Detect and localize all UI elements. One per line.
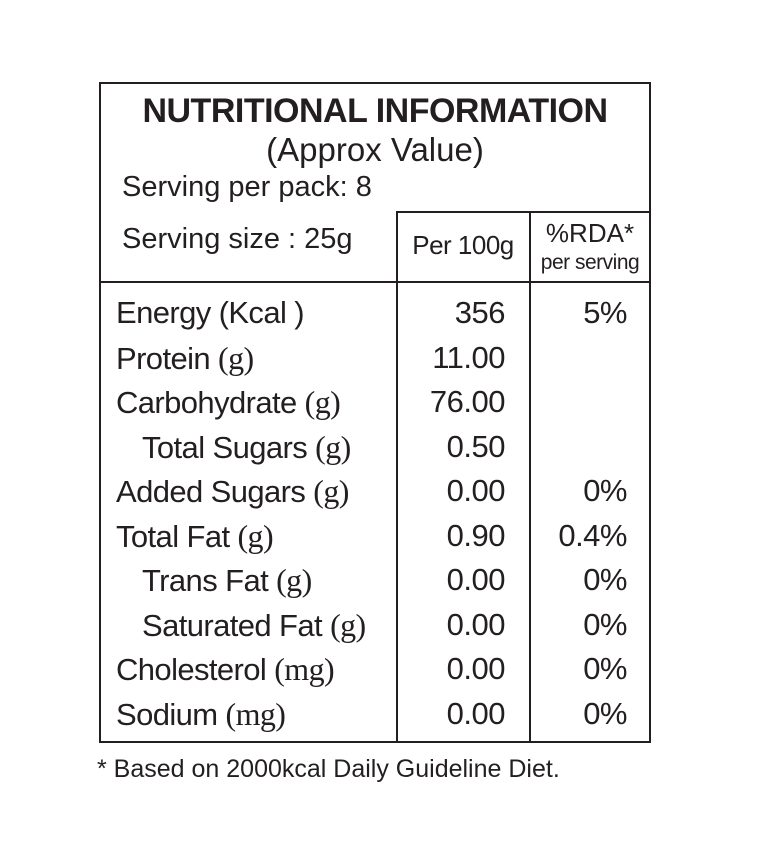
rda-value: 5% <box>583 295 627 330</box>
nutrient-unit: (mg) <box>225 695 286 732</box>
nutrient-label: Trans Fat (g) <box>142 564 312 596</box>
nutrient-label: Added Sugars (g) <box>116 475 349 507</box>
border-left <box>99 82 101 743</box>
rda-value: 0% <box>583 473 627 508</box>
nutrient-unit: (g) <box>315 428 351 465</box>
subtitle: (Approx Value) <box>266 131 484 168</box>
serving-per-pack: Serving per pack: 8 <box>122 171 372 203</box>
nutrient-unit: (g) <box>330 606 366 643</box>
nutrient-label: Saturated Fat (g) <box>142 609 366 641</box>
column-header: Per 100g <box>412 230 514 260</box>
column-divider <box>396 211 398 742</box>
per-100g-value: 356 <box>454 295 506 330</box>
rda-value: 0.4% <box>558 517 627 553</box>
nutrient-label: Carbohydrate (g) <box>116 384 341 420</box>
per-100g-value: 0.00 <box>446 651 506 686</box>
per-100g-value: 0.00 <box>446 473 506 508</box>
nutrient-name: Saturated Fat <box>142 607 323 643</box>
per-100g-value: 0.50 <box>446 428 506 464</box>
rda-value: 0% <box>583 695 627 731</box>
nutrient-label: Total Fat (g) <box>116 517 274 554</box>
column-divider <box>529 211 531 742</box>
column-subheader: per serving <box>540 251 640 274</box>
nutrient-unit: (g) <box>304 384 341 420</box>
border-top <box>99 82 651 84</box>
nutrient-unit: (g) <box>276 562 312 598</box>
rda-value: 0% <box>583 651 627 686</box>
nutrient-name: Trans Fat <box>142 563 269 598</box>
nutrient-name: Total Fat <box>116 518 230 554</box>
rda-value: 0% <box>583 562 627 597</box>
rda-value: 0% <box>583 606 627 642</box>
nutrient-name: Carbohydrate <box>116 385 297 420</box>
nutrient-name: Cholesterol <box>116 652 267 687</box>
nutrient-label: Cholesterol (mg) <box>116 651 335 687</box>
nutrient-unit: (g) <box>313 473 349 509</box>
serving-size: Serving size : 25g <box>122 223 353 255</box>
nutrient-label: Energy (Kcal ) <box>116 295 305 330</box>
nutrient-unit: (mg) <box>274 651 335 687</box>
nutrient-name: Sodium <box>116 696 218 732</box>
per-100g-value: 11.00 <box>432 339 505 375</box>
nutrient-name: Added Sugars <box>116 474 306 509</box>
spacer <box>229 519 237 554</box>
spacer <box>210 341 218 376</box>
footnote: * Based on 2000kcal Daily Guideline Diet… <box>97 755 560 783</box>
nutrient-unit: (g) <box>237 517 274 554</box>
spacer <box>268 563 276 598</box>
spacer <box>297 385 305 420</box>
title: NUTRITIONAL INFORMATION <box>142 92 608 130</box>
nutrient-label: Protein (g) <box>116 342 254 374</box>
spacer <box>218 697 226 732</box>
spacer <box>322 608 330 643</box>
per-100g-value: 0.00 <box>446 606 506 642</box>
column-header: %RDA* <box>545 218 635 248</box>
per-100g-value: 76.00 <box>429 384 506 419</box>
per-100g-value: 0.00 <box>446 695 506 731</box>
per-100g-value: 0.00 <box>446 562 506 597</box>
spacer <box>307 430 315 465</box>
border-right <box>649 82 651 743</box>
nutrient-name: Energy (Kcal ) <box>116 295 305 330</box>
nutrient-name: Protein <box>116 340 211 376</box>
per-100g-value: 0.90 <box>446 517 506 553</box>
header-divider <box>99 281 651 283</box>
nutrient-label: Sodium (mg) <box>116 695 286 732</box>
nutrient-name: Total Sugars <box>142 429 308 465</box>
column-header-top <box>396 211 650 213</box>
border-bottom <box>99 741 651 743</box>
nutrient-label: Total Sugars (g) <box>142 431 351 463</box>
nutrient-unit: (g) <box>218 339 254 376</box>
